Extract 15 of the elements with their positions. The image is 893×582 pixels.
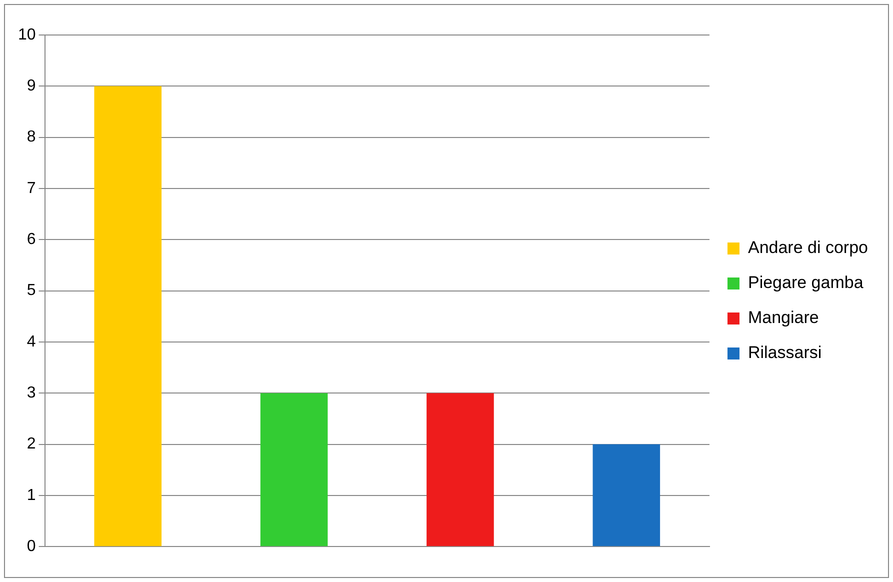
legend-label: Rilassarsi [748,343,822,362]
y-tick-label: 0 [26,538,36,556]
y-tick-label: 9 [26,78,36,95]
y-tick-label: 6 [26,231,36,248]
y-tick-label: 7 [26,180,36,197]
y-tick-label: 8 [26,128,36,146]
legend-label: Piegare gamba [748,273,864,292]
legend-label: Mangiare [748,308,819,328]
legend-label: Andare di corpo [748,238,868,258]
y-tick-label: 1 [26,486,36,504]
y-tick-label: 4 [26,333,36,350]
y-tick-label: 5 [26,282,36,300]
y-tick-label: 2 [26,436,36,453]
y-tick-label: 3 [26,384,36,402]
y-tick-label: 10 [18,26,36,44]
